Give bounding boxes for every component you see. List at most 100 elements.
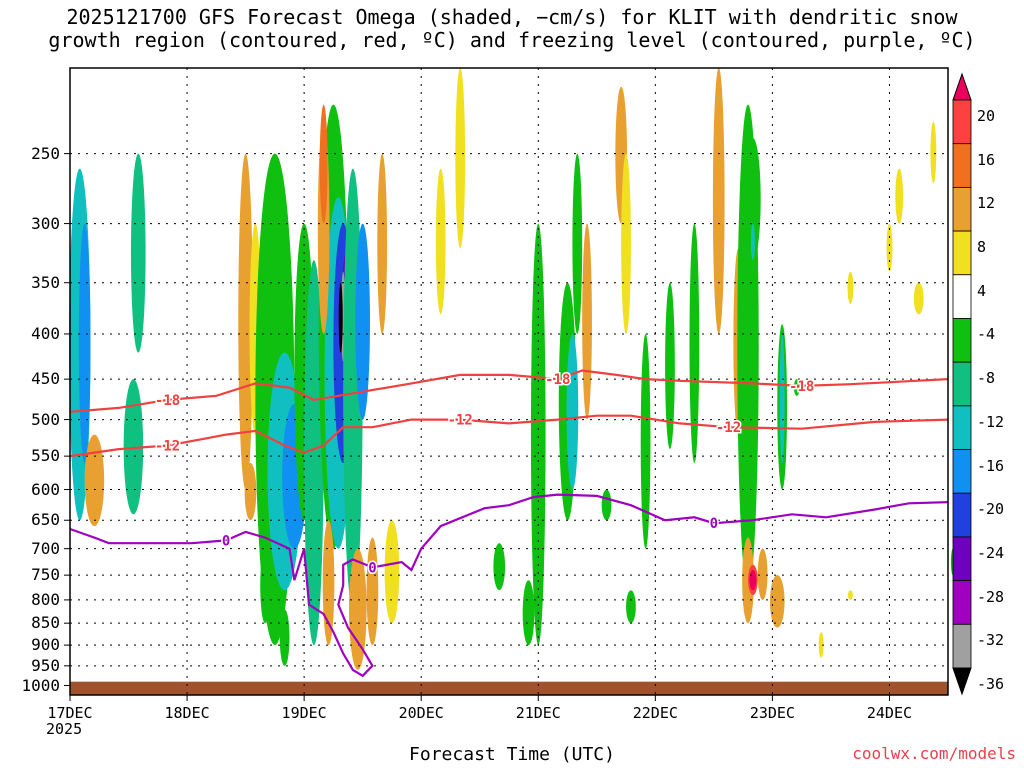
colorbar-segment-12: [952, 580, 972, 625]
omega-shade-49: [769, 575, 785, 628]
y-tick-label: 350: [31, 272, 60, 292]
contour-label-1-0: -12: [155, 439, 180, 455]
ground-surface: [70, 681, 948, 695]
x-tick-label: 19DEC: [281, 704, 327, 722]
colorbar-label: -20: [977, 500, 1005, 519]
y-tick-label: 850: [31, 613, 60, 633]
colorbar-segment-5: [952, 274, 972, 319]
colorbar-segment-8: [952, 405, 972, 450]
x-tick-label: 20DEC: [398, 704, 444, 722]
omega-shade-58: [930, 121, 937, 184]
colorbar-segment-3: [952, 186, 972, 232]
colorbar-top-arrow: [952, 72, 972, 101]
x-tick-label: 24DEC: [866, 704, 913, 722]
omega-shade-37: [640, 333, 651, 549]
omega-shade-4: [84, 434, 105, 527]
omega-shade-44: [750, 223, 755, 261]
omega-shade-3: [123, 379, 144, 515]
colorbar-label: -4: [977, 325, 996, 344]
colorbar-bottom-arrow: [952, 667, 972, 696]
omega-shade-48: [757, 548, 768, 600]
omega-shade-25: [366, 537, 379, 646]
colorbar-label: -16: [977, 456, 1005, 475]
colorbar-segment-1: [952, 99, 972, 145]
colorbar-label: 4: [977, 281, 987, 300]
colorbar-segment-4: [952, 230, 972, 276]
colorbar-segment-11: [952, 536, 972, 582]
y-tick-label: 1000: [21, 675, 60, 695]
omega-shade-7: [244, 463, 257, 521]
colorbar-segment-6: [952, 318, 972, 363]
colorbar-label: 20: [977, 107, 996, 125]
omega-shade-63: [522, 580, 535, 646]
omega-shade-1: [78, 223, 91, 464]
omega-shade-39: [689, 223, 700, 464]
omega-shade-23: [322, 520, 335, 646]
omega-shade-18: [338, 282, 343, 353]
contour-label-2-0: 0: [222, 533, 230, 549]
x-axis-title: Forecast Time (UTC): [409, 744, 615, 765]
omega-shade-60: [260, 548, 270, 624]
contour-2: [69, 493, 949, 678]
omega-shade-33: [572, 153, 583, 334]
omega-shade-27: [377, 153, 388, 334]
credit-link[interactable]: coolwx.com/models: [852, 744, 1016, 763]
omega-shade-65: [626, 590, 636, 624]
chart-title: 2025121700 GFS Forecast Omega (shaded, −…: [48, 5, 976, 52]
omega-shade-61: [279, 609, 290, 666]
omega-shade-24: [349, 548, 367, 670]
omega-shade-5: [238, 153, 253, 490]
omega-shade-2: [130, 153, 146, 353]
omega-shade-55: [886, 223, 893, 272]
y-tick-label: 500: [31, 409, 60, 429]
contour-label-2-1: 0: [368, 560, 376, 576]
x-tick-label: 17DEC: [47, 704, 93, 722]
omega-shade-32: [566, 333, 579, 490]
contour-label-0-2: -18: [789, 379, 814, 395]
contour-0: [69, 369, 949, 413]
colorbar-segment-7: [952, 361, 972, 407]
y-tick-label: 900: [31, 635, 60, 655]
omega-shade-53: [847, 271, 854, 305]
omega-shade-43: [745, 137, 761, 261]
y-tick-label: 450: [31, 369, 60, 389]
y-tick-label: 950: [31, 655, 60, 675]
x-tick-label: 22DEC: [632, 704, 678, 722]
x-tick-label: 21DEC: [515, 704, 561, 722]
omega-shade-36: [621, 153, 631, 334]
omega-shade-40: [712, 68, 725, 334]
colorbar-segment-2: [952, 143, 972, 188]
omega-shade-28: [435, 168, 446, 315]
omega-shade-64: [601, 489, 612, 521]
omega-shade-20: [355, 223, 370, 420]
colorbar-label: -32: [977, 631, 1005, 650]
contour-1: [69, 414, 949, 458]
colorbar-label: -24: [977, 543, 1005, 562]
omega-shade-47: [749, 569, 757, 591]
y-tick-label: 400: [31, 323, 60, 343]
x-tick-label: 18DEC: [164, 704, 210, 722]
y-tick-label: 650: [31, 510, 60, 530]
omega-shade-38: [665, 282, 675, 450]
omega-shade-45: [742, 537, 754, 624]
omega-shade-62: [493, 543, 506, 591]
y-tick-label: 550: [31, 446, 60, 466]
omega-shade-52: [793, 379, 800, 396]
omega-shade-66: [818, 632, 824, 658]
plot-frame: [69, 67, 949, 696]
colorbar-label: 8: [977, 238, 987, 257]
colorbar-label: 12: [977, 194, 996, 213]
colorbar-label: 16: [977, 150, 996, 169]
y-tick-label: 300: [31, 213, 60, 233]
y-tick-label: 800: [31, 589, 60, 609]
year-label: 2025: [46, 720, 83, 738]
y-tick-label: 250: [31, 143, 60, 163]
colorbar-segment-10: [952, 492, 972, 538]
colorbar-label: -8: [977, 369, 996, 388]
omega-shade-30: [530, 223, 546, 646]
colorbar-label: -36: [977, 675, 1005, 693]
y-tick-label: 750: [31, 565, 60, 585]
colorbar-segment-13: [952, 623, 972, 669]
omega-shade-54: [848, 590, 853, 600]
